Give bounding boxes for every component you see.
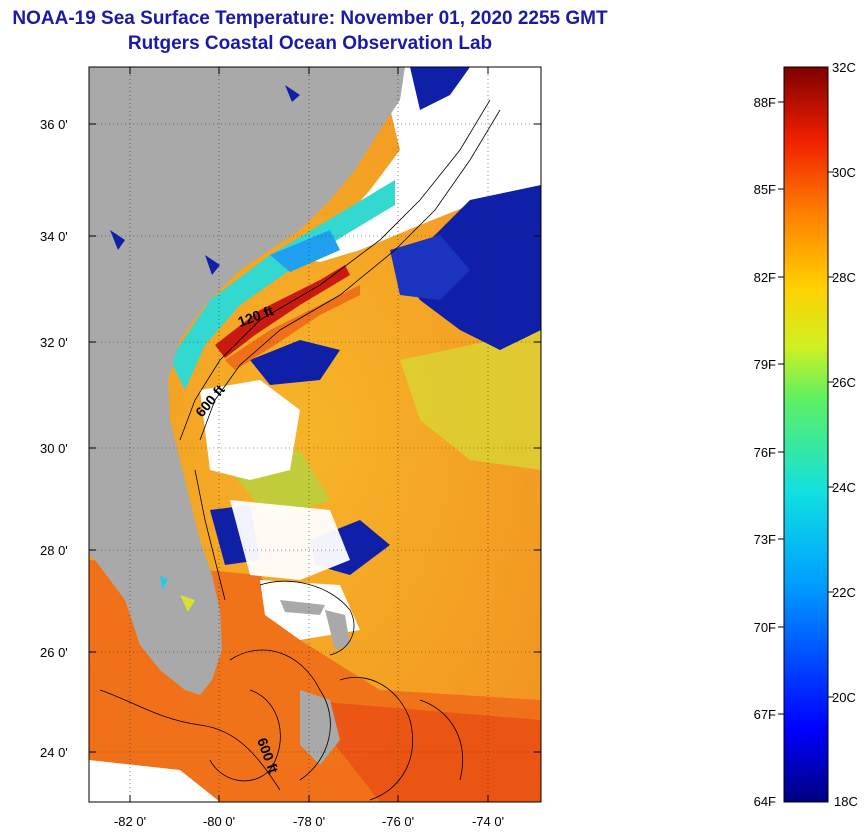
lat-label: 36 0' — [40, 117, 68, 132]
cold-patch-center — [250, 340, 340, 385]
coastal-cool-band — [170, 180, 395, 390]
colorbar-c-label: 28C — [832, 270, 856, 285]
lat-label: 28 0' — [40, 543, 68, 558]
colorbar-c-label: 22C — [832, 585, 856, 600]
lon-label: -78 0' — [293, 814, 325, 829]
lake-2 — [205, 255, 220, 275]
lat-label: 24 0' — [40, 745, 68, 760]
colorbar-gradient — [783, 66, 829, 803]
lon-label: -80 0' — [203, 814, 235, 829]
cloud-southwest — [89, 760, 220, 802]
lon-label: -74 0' — [472, 814, 504, 829]
map-title: NOAA-19 Sea Surface Temperature: Novembe… — [12, 8, 608, 29]
colorbar-f-label: 88F — [754, 95, 776, 110]
cold-patch-north — [410, 67, 470, 110]
land-andros — [300, 690, 340, 765]
coastal-blue-patch — [270, 230, 340, 272]
gulf-stream-streak — [215, 265, 350, 358]
land-abaco — [325, 610, 350, 650]
lake-3 — [285, 85, 300, 102]
colorbar-f-label: 85F — [754, 182, 776, 197]
map-subtitle: Rutgers Coastal Ocean Observation Lab — [127, 33, 493, 54]
colorbar-c-label: 20C — [832, 690, 856, 705]
lon-label: -76 0' — [382, 814, 414, 829]
colorbar-c-label: 24C — [832, 480, 856, 495]
longitude-labels: -82 0' -80 0' -78 0' -76 0' -74 0' — [114, 814, 504, 829]
colorbar-f-label: 82F — [754, 270, 776, 285]
cold-patch-east — [400, 185, 541, 350]
cloud-center — [200, 380, 300, 480]
colorbar-c-label: 18C — [834, 794, 858, 809]
latitude-labels: 36 0' 34 0' 32 0' 30 0' 28 0' 26 0' 24 0… — [40, 117, 68, 760]
colorbar: 32C 30C 28C 26C 24C 22C 20C 18C 88F 85F … — [754, 60, 858, 809]
colorbar-f-label: 67F — [754, 707, 776, 722]
colorbar-c-label: 26C — [832, 375, 856, 390]
lake-okeechobee — [160, 575, 168, 590]
lon-label: -82 0' — [114, 814, 146, 829]
bathymetry-contours — [99, 99, 501, 801]
map-grid — [89, 67, 541, 802]
sst-map: 120 ft 600 ft 600 ft — [89, 67, 541, 802]
colorbar-f-label: 79F — [754, 357, 776, 372]
lat-label: 26 0' — [40, 645, 68, 660]
colorbar-ticks — [778, 101, 834, 715]
colorbar-f-label: 70F — [754, 620, 776, 635]
ocean-yellow-patch — [400, 330, 541, 470]
colorbar-f-label: 64F — [754, 794, 776, 809]
lat-label: 30 0' — [40, 441, 68, 456]
colorbar-c-label: 32C — [832, 60, 856, 75]
cold-patch-mid — [390, 235, 470, 300]
cloud-south-center — [230, 500, 350, 580]
colorbar-f-label: 73F — [754, 532, 776, 547]
colorbar-c-label: 30C — [832, 165, 856, 180]
lake-1 — [110, 230, 125, 250]
ocean-hot-southeast — [300, 700, 541, 802]
map-frame — [88, 66, 542, 803]
lat-label: 34 0' — [40, 229, 68, 244]
colorbar-f-label: 76F — [754, 445, 776, 460]
lake-florida-2 — [180, 595, 195, 612]
land-grand-bahama — [280, 600, 325, 615]
land-mainland — [89, 67, 405, 695]
lat-label: 32 0' — [40, 335, 68, 350]
map-frame-ticks — [89, 67, 541, 802]
